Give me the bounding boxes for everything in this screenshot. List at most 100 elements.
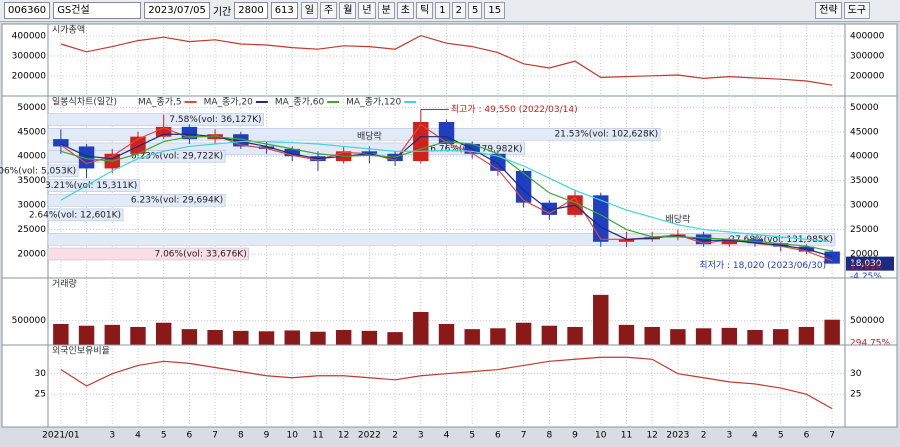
x-tick-label: 4 <box>752 431 758 441</box>
candle-body <box>721 239 738 245</box>
count-field[interactable]: 613 <box>270 2 298 19</box>
event-label: 배당락 <box>665 213 690 225</box>
x-tick-label: 2022 <box>358 431 381 441</box>
x-tick-label: 10 <box>595 431 607 441</box>
x-tick-label: 3 <box>109 431 115 441</box>
x-tick-label: 2 <box>701 431 707 441</box>
y-tick-label: 25 <box>850 390 861 400</box>
bar <box>464 329 480 346</box>
series-line <box>60 123 833 262</box>
bar <box>181 329 198 346</box>
name-field[interactable]: GS건설 <box>53 2 142 19</box>
volume-profile-bar <box>47 164 79 178</box>
volume-profile-bar <box>47 179 140 192</box>
volume-profile-label: 6.23%(vol: 29,694K) <box>131 196 223 206</box>
volume-profile-label: 7.58%(vol: 36,127K) <box>169 115 261 125</box>
y-tick-label: 35000 <box>850 176 879 186</box>
bar <box>824 319 840 346</box>
pane-axis <box>844 277 898 347</box>
candle-body <box>618 239 635 242</box>
toolbar-button[interactable]: 월 <box>339 2 357 19</box>
y-tick-label: 35000 <box>17 176 46 186</box>
y-tick-label: 20000 <box>17 250 46 260</box>
legend-entry: MA_종가,60 <box>275 97 325 108</box>
event-label: 배당락 <box>357 130 382 142</box>
candle-body <box>284 148 300 157</box>
toolbar-button[interactable]: 1 <box>435 2 450 19</box>
bar <box>310 331 326 346</box>
y-tick-label: 45000 <box>850 127 879 137</box>
code-field[interactable]: 006360 <box>4 2 51 19</box>
x-tick-label: 11 <box>312 431 323 441</box>
toolbar-button[interactable]: 15 <box>484 2 506 19</box>
candle-body <box>53 139 69 147</box>
x-tick-label: 2023 <box>666 431 689 441</box>
x-tick-label: 7 <box>212 431 218 441</box>
volume-profile-bar <box>47 193 226 207</box>
volume-ratio: 294.75% <box>850 339 890 349</box>
candle-body <box>515 170 532 203</box>
toolbar-button[interactable]: 도구 <box>843 2 870 19</box>
pane-title: 외국인보유비율 <box>52 345 110 357</box>
bar <box>670 329 686 346</box>
pane-axis <box>1 344 49 428</box>
pane-axis <box>844 344 898 428</box>
bar <box>130 327 146 346</box>
pane-title: 일봉식차트(일간) <box>52 96 117 108</box>
volume-profile-label: 6.23%(vol: 29,722K) <box>131 152 223 162</box>
toolbar-button[interactable]: 초 <box>396 2 414 19</box>
candle-body <box>695 234 712 245</box>
volume-profile-label: 2.64%(vol: 12,601K) <box>29 210 121 220</box>
x-tick-label: 6 <box>495 431 501 441</box>
y-tick-label: 20000 <box>850 250 879 260</box>
y-tick-label: 50000 <box>17 103 46 113</box>
toolbar-button[interactable]: 5 <box>467 2 483 19</box>
toolbar-button[interactable]: 2 <box>451 2 466 19</box>
pane-title: 거래량 <box>52 278 77 290</box>
bar <box>258 331 275 346</box>
y-tick-label: 300000 <box>850 52 885 62</box>
volume-profile-label: 1.06%(vol: 5,053K) <box>0 166 76 176</box>
button-group: 전략 도구 <box>815 2 870 19</box>
legend-entry: MA_종가,20 <box>204 97 254 108</box>
volume-profile-label: 27.68%(vol: 131,985K) <box>729 235 833 245</box>
y-tick-label: 30000 <box>850 201 879 211</box>
volume-profile-label: 3.21%(vol: 15,311K) <box>45 181 137 191</box>
last-price-box <box>846 256 894 271</box>
toolbar-button[interactable]: 주 <box>319 2 338 19</box>
chart: 200000 200000 300000 300000 400000 400000 시가총액… <box>0 23 898 441</box>
toolbar-button[interactable]: 년 <box>358 2 376 19</box>
toolbar-button[interactable]: 분 <box>377 2 395 19</box>
period-field[interactable]: 2800 <box>234 2 268 19</box>
y-tick-label: 300000 <box>12 52 47 62</box>
bar <box>104 324 120 346</box>
volume-profile-bar <box>47 233 836 246</box>
bar <box>78 325 95 346</box>
y-tick-label: 400000 <box>850 32 885 42</box>
y-tick-label: 500000 <box>850 316 885 326</box>
x-tick-label: 8 <box>238 431 244 441</box>
pane-axis <box>1 277 49 347</box>
volume-profile-bar <box>47 113 264 126</box>
x-tick-label: 2021/01 <box>42 431 79 441</box>
candle-body <box>155 126 172 137</box>
y-tick-label: 200000 <box>12 72 47 82</box>
bar <box>747 330 763 346</box>
toolbar-button[interactable]: 전략 <box>815 2 842 19</box>
candle-body <box>438 122 455 144</box>
y-tick-label: 25 <box>35 390 46 400</box>
x-tick-label: 12 <box>646 431 657 441</box>
volume-profile-bar <box>47 208 124 222</box>
series-line <box>60 140 833 243</box>
button-group: 일 주 월 년 분 초 틱 1 2 5 15 <box>300 2 506 19</box>
date-field[interactable]: 2023/07/05 <box>144 2 210 19</box>
bar <box>53 324 69 346</box>
toolbar-button[interactable]: 일 <box>300 2 318 19</box>
candle-body <box>593 195 609 242</box>
x-tick-label: 12 <box>338 431 349 441</box>
series-line <box>60 356 833 410</box>
series-line <box>60 34 833 86</box>
toolbar-button[interactable]: 틱 <box>416 2 434 19</box>
x-tick-label: 5 <box>778 431 784 441</box>
